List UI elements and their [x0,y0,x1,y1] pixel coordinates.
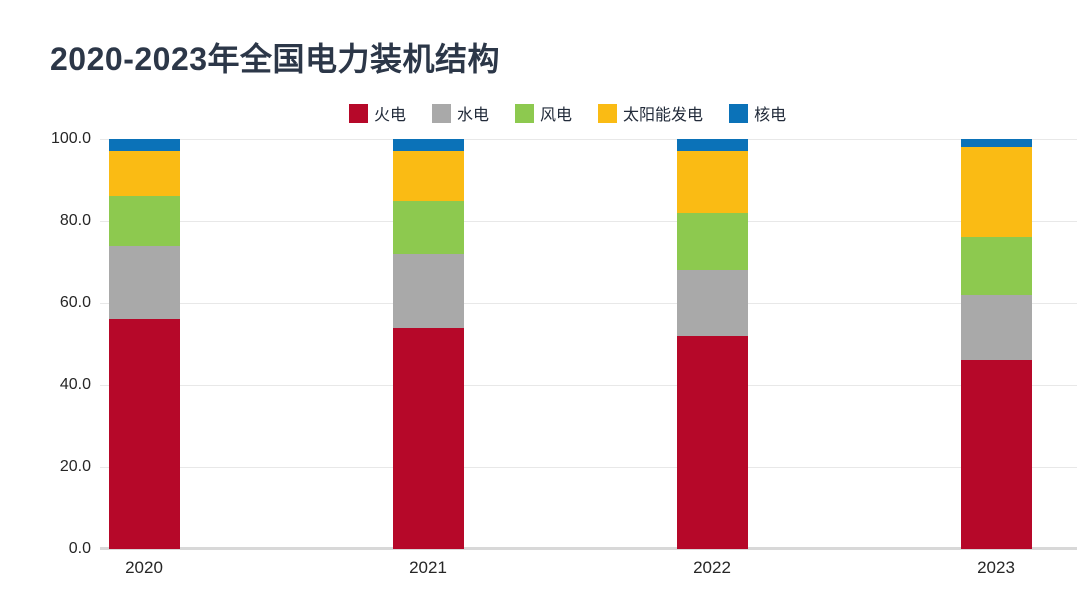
legend-item-label: 水电 [457,107,490,124]
x-axis-label-2023: 2023 [977,558,1015,577]
legend-item-1[interactable]: 水电 [432,101,489,125]
bar-segment-2021-太阳能发电[interactable] [392,151,464,201]
bar-segment-2021-核电[interactable] [392,139,464,152]
y-axis-tick-label: 60.0 [59,294,91,311]
y-axis-tick-label: 20.0 [59,458,91,475]
bar-segment-2022-太阳能发电[interactable] [676,151,748,213]
gridline-60 [100,303,1077,304]
bar-segment-2021-风电[interactable] [392,200,464,254]
bar-segment-2021-水电[interactable] [392,253,464,328]
gridline-100 [100,139,1077,140]
bar-segment-2020-风电[interactable] [108,196,180,246]
legend-item-label: 核电 [754,107,787,124]
bar-segment-2023-火电[interactable] [960,360,1032,549]
stacked-bar-2022 [676,139,748,549]
stacked-bar-2021 [392,139,464,549]
legend-swatch-icon [598,103,618,123]
bar-segment-2023-风电[interactable] [960,237,1032,295]
legend-item-label: 风电 [540,107,573,124]
bar-segment-2023-核电[interactable] [960,139,1032,148]
legend-swatch-icon [515,103,535,123]
legend-item-label: 太阳能发电 [623,107,704,124]
legend-swatch-icon [432,103,452,123]
bar-segment-2021-火电[interactable] [392,327,464,549]
x-axis-label-2020: 2020 [125,558,163,577]
bar-segment-2022-水电[interactable] [676,270,748,336]
legend-item-3[interactable]: 太阳能发电 [598,101,703,125]
bar-segment-2020-水电[interactable] [108,245,180,320]
bar-segment-2022-核电[interactable] [676,139,748,152]
legend-swatch-icon [349,103,368,123]
bar-segment-2022-火电[interactable] [676,335,748,549]
bar-segment-2023-太阳能发电[interactable] [960,147,1032,238]
legend: 火电 水电 风电 太阳能发电 核电 [349,101,786,125]
legend-item-2[interactable]: 风电 [515,101,572,125]
chart-title: 2020-2023年全国电力装机结构 [50,41,501,77]
bar-segment-2022-风电[interactable] [676,212,748,271]
gridline-20 [100,467,1077,468]
stacked-bar-2023 [960,139,1032,549]
gridline-80 [100,221,1077,222]
legend-swatch-icon [729,103,749,123]
y-axis-tick-label: 40.0 [59,376,91,393]
y-axis-tick-label: 0.0 [68,540,91,557]
x-axis-label-2022: 2022 [693,558,731,577]
stacked-bar-2020 [108,139,180,549]
legend-item-4[interactable]: 核电 [729,101,786,125]
y-axis-tick-label: 100.0 [50,130,91,147]
y-axis-tick-label: 80.0 [59,212,91,229]
bar-segment-2020-核电[interactable] [108,139,180,152]
legend-item-label: 火电 [374,107,407,124]
x-axis-line [100,547,1077,550]
bar-segment-2020-太阳能发电[interactable] [108,151,180,197]
legend-item-0[interactable]: 火电 [349,101,406,125]
bar-segment-2020-火电[interactable] [108,319,180,549]
bar-segment-2023-水电[interactable] [960,294,1032,361]
plot-area: 100.0 80.0 60.0 40.0 20.0 0.0 2020 2021 2022 2023 [51,130,1077,577]
gridline-40 [100,385,1077,386]
x-axis-label-2021: 2021 [409,558,447,577]
